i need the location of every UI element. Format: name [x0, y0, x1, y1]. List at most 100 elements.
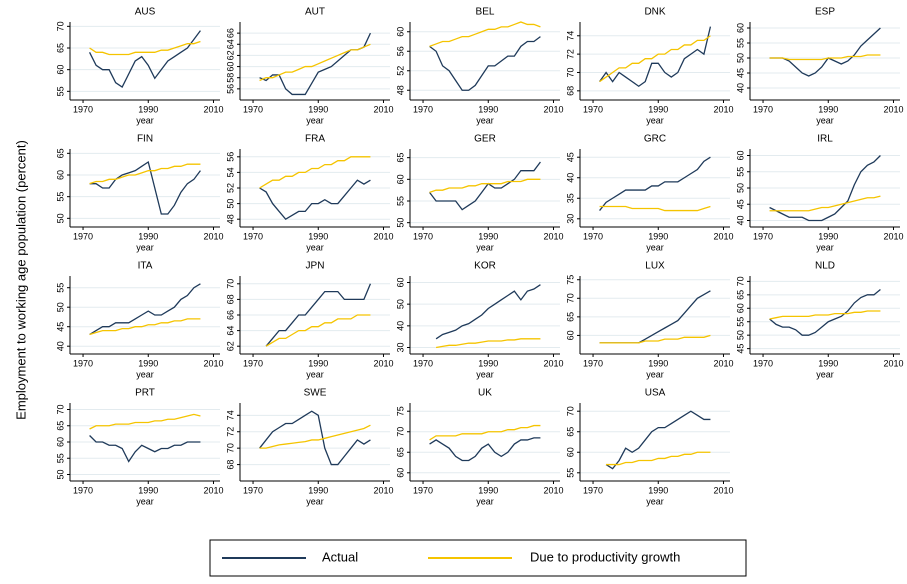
y-tick-label: 55: [735, 317, 745, 327]
x-tick-label: 2010: [713, 485, 733, 495]
x-tick-label: 1990: [648, 104, 668, 114]
y-tick-label: 40: [735, 215, 745, 225]
y-tick-label: 60: [55, 170, 65, 180]
x-tick-label: 1970: [73, 231, 93, 241]
series-line: [88, 30, 201, 88]
y-tick-label: 50: [55, 302, 65, 312]
series-line: [89, 160, 201, 215]
y-tick-label: 55: [55, 283, 65, 293]
y-tick-label: 74: [225, 410, 235, 420]
x-tick-label: 2010: [543, 358, 563, 368]
series-line: [259, 32, 372, 96]
y-tick-label: 60: [55, 437, 65, 447]
x-tick-label: 1970: [583, 485, 603, 495]
x-tick-label: 1990: [478, 104, 498, 114]
y-tick-label: 64: [225, 39, 235, 49]
x-tick-label: 1990: [308, 231, 328, 241]
x-tick-label: 2010: [203, 358, 223, 368]
series-line: [89, 435, 201, 463]
x-axis-label: year: [306, 369, 324, 379]
y-tick-label: 60: [565, 330, 575, 340]
y-tick-label: 72: [565, 49, 575, 59]
panel-title: USA: [645, 388, 666, 399]
series-line: [259, 410, 371, 466]
x-axis-label: year: [646, 115, 664, 125]
x-axis-label: year: [816, 115, 834, 125]
series-line: [265, 283, 372, 347]
y-tick-label: 50: [395, 218, 405, 228]
series-line: [429, 36, 541, 91]
y-tick-label: 68: [565, 86, 575, 96]
panel-title: GER: [474, 134, 496, 145]
y-tick-label: 65: [395, 447, 405, 457]
x-axis-label: year: [306, 242, 324, 252]
y-tick-label: 65: [395, 153, 405, 163]
x-tick-label: 1970: [243, 485, 263, 495]
panel-title: NLD: [815, 261, 835, 272]
y-tick-label: 50: [55, 469, 65, 479]
y-tick-label: 40: [395, 321, 405, 331]
y-tick-label: 55: [735, 38, 745, 48]
y-tick-label: 68: [225, 460, 235, 470]
series-line: [429, 424, 541, 441]
y-tick-label: 55: [55, 192, 65, 202]
y-tick-label: 62: [225, 50, 235, 60]
panel-title: FRA: [305, 134, 325, 145]
panel-title: ITA: [138, 261, 153, 272]
y-tick-label: 60: [55, 65, 65, 75]
x-axis-label: year: [646, 242, 664, 252]
series-line: [259, 179, 371, 221]
y-tick-label: 30: [565, 214, 575, 224]
series-line: [259, 156, 371, 189]
x-tick-label: 1990: [648, 485, 668, 495]
y-tick-label: 45: [735, 344, 745, 354]
y-tick-label: 45: [735, 199, 745, 209]
y-tick-label: 66: [225, 28, 235, 38]
x-axis-label: year: [306, 496, 324, 506]
x-tick-label: 1970: [73, 485, 93, 495]
series-line: [429, 437, 541, 462]
x-tick-label: 1970: [73, 104, 93, 114]
x-axis-label: year: [136, 242, 154, 252]
y-tick-label: 66: [225, 310, 235, 320]
y-tick-label: 45: [565, 152, 575, 162]
y-tick-label: 75: [395, 406, 405, 416]
y-tick-label: 55: [55, 453, 65, 463]
y-tick-label: 74: [565, 31, 575, 41]
y-tick-label: 52: [395, 66, 405, 76]
y-tick-label: 70: [565, 406, 575, 416]
y-tick-label: 60: [395, 468, 405, 478]
y-tick-label: 65: [565, 312, 575, 322]
x-tick-label: 2010: [543, 485, 563, 495]
panel-title: FIN: [137, 134, 153, 145]
y-tick-label: 60: [735, 303, 745, 313]
y-tick-label: 50: [55, 213, 65, 223]
y-tick-label: 40: [735, 83, 745, 93]
y-tick-label: 50: [735, 330, 745, 340]
series-line: [769, 195, 881, 212]
series-line: [259, 43, 371, 82]
x-axis-label: year: [306, 115, 324, 125]
y-tick-label: 55: [395, 196, 405, 206]
series-line: [435, 338, 541, 349]
x-tick-label: 2010: [373, 104, 393, 114]
x-tick-label: 2010: [203, 485, 223, 495]
y-tick-label: 60: [735, 150, 745, 160]
x-axis-label: year: [476, 115, 494, 125]
y-tick-label: 48: [225, 214, 235, 224]
x-axis-label: year: [136, 496, 154, 506]
x-axis-label: year: [816, 369, 834, 379]
series-line: [429, 178, 541, 193]
panel-title: IRL: [817, 134, 833, 145]
y-tick-label: 65: [55, 421, 65, 431]
x-tick-label: 1970: [243, 231, 263, 241]
panel-title: ESP: [815, 7, 835, 18]
y-tick-label: 64: [225, 326, 235, 336]
panel-title: BEL: [476, 7, 495, 18]
x-tick-label: 1970: [243, 358, 263, 368]
y-tick-label: 50: [395, 299, 405, 309]
y-tick-label: 35: [565, 193, 575, 203]
x-tick-label: 1990: [818, 104, 838, 114]
y-tick-label: 58: [225, 73, 235, 83]
